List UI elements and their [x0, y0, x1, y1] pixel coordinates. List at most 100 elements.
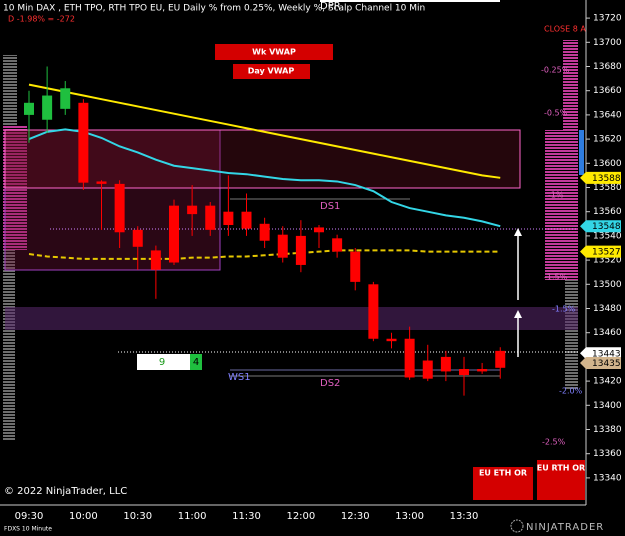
zone: [4, 129, 221, 271]
button[interactable]: [215, 44, 333, 60]
volume-profile: [565, 280, 578, 390]
y-tick-label: 13400: [593, 401, 622, 411]
candle-body: [241, 211, 252, 229]
indicator-line: [28, 83, 501, 179]
button-label[interactable]: EU ETH OR: [479, 469, 527, 478]
instrument: FDXS 10 Minute: [4, 526, 52, 533]
candle-body: [205, 205, 216, 230]
x-tick-label: 11:30: [232, 511, 261, 522]
candle-body: [277, 234, 288, 258]
level-label: WS1: [228, 372, 251, 383]
candle-body: [422, 360, 433, 379]
top-label: DPR: [320, 1, 341, 12]
subtitle: D -1.98% = -272: [8, 15, 75, 24]
candle-body: [60, 88, 71, 109]
volume-bar: [579, 130, 584, 175]
pct-label: -2.5%: [542, 438, 566, 447]
logo-icon: [510, 519, 524, 533]
candle-body: [495, 350, 506, 368]
top-bar: [320, 0, 500, 2]
button-label[interactable]: Day VWAP: [248, 67, 295, 76]
chart-title: 10 Min DAX , ETH TPO, RTH TPO EU, EU Dai…: [3, 4, 425, 14]
candle-body: [96, 181, 107, 184]
y-tick-label: 13340: [593, 473, 622, 483]
x-tick-label: 13:00: [395, 511, 424, 522]
pct-label: -1.5%: [552, 305, 576, 314]
y-tick-label: 13520: [593, 256, 622, 266]
x-tick-label: 13:30: [450, 511, 479, 522]
candle-body: [368, 284, 379, 339]
button-label[interactable]: Wk VWAP: [252, 48, 296, 57]
pct-label: -1.5%: [544, 273, 568, 282]
volume-profile: [545, 130, 578, 280]
candle-body: [187, 205, 198, 215]
y-tick-label: 13480: [593, 304, 622, 314]
price-marker-label: 13435: [592, 359, 621, 369]
y-tick-label: 13720: [593, 14, 622, 24]
y-tick-label: 13700: [593, 38, 622, 48]
price-marker: [580, 347, 621, 360]
candle-body: [440, 356, 451, 372]
y-tick-label: 13540: [593, 231, 622, 241]
pct-label: -0.25%: [541, 66, 570, 75]
y-tick-label: 13660: [593, 86, 622, 96]
y-tick-label: 13560: [593, 207, 622, 217]
candle-body: [350, 251, 361, 282]
close-label: CLOSE 8 A: [544, 25, 586, 34]
indicator-line: [28, 128, 501, 228]
arrow: [514, 310, 522, 318]
y-tick-label: 13500: [593, 280, 622, 290]
level-label: DS2: [320, 378, 340, 389]
candle-body: [332, 238, 343, 252]
pct-label: -2.0%: [559, 387, 583, 396]
price-marker-label: 13527: [592, 248, 621, 258]
y-tick-label: 13360: [593, 449, 622, 459]
price-marker: [580, 245, 621, 258]
button[interactable]: [473, 467, 533, 500]
volume-profile: [3, 250, 15, 440]
x-tick-label: 09:30: [15, 511, 44, 522]
level-label: DS1: [320, 201, 340, 212]
candle-body: [24, 102, 34, 115]
candle-body: [295, 235, 306, 265]
candle-body: [223, 211, 234, 226]
volume-profile: [3, 55, 17, 125]
price-marker-label: 13548: [592, 222, 621, 232]
candle-body: [169, 205, 179, 263]
x-tick-label: 10:30: [123, 511, 152, 522]
price-marker-label: 13588: [592, 174, 621, 184]
candle-body: [477, 369, 488, 372]
button[interactable]: [233, 64, 310, 79]
y-tick-label: 13420: [593, 377, 622, 387]
zone: [4, 129, 521, 189]
candle-body: [114, 183, 125, 233]
y-tick-label: 13600: [593, 159, 622, 169]
price-marker: [580, 356, 621, 369]
pct-label: -0.5%: [544, 109, 568, 118]
candle-body: [78, 102, 89, 183]
pct-label: -1%: [548, 191, 564, 200]
y-tick-label: 13620: [593, 135, 622, 145]
x-tick-label: 11:00: [178, 511, 207, 522]
y-tick-label: 13460: [593, 328, 622, 338]
candle-body: [150, 250, 161, 270]
price-marker-label: 13443: [592, 349, 621, 359]
candle-body: [404, 338, 415, 378]
zone: [5, 307, 578, 330]
price-marker: [580, 220, 621, 233]
counter-box: [190, 354, 202, 370]
counter-box: [137, 354, 195, 370]
button[interactable]: [537, 460, 585, 500]
x-tick-label: 10:00: [69, 511, 98, 522]
counter: 9: [159, 357, 165, 368]
y-tick-label: 13640: [593, 110, 622, 120]
counter: 4: [193, 357, 199, 368]
x-tick-label: 12:30: [341, 511, 370, 522]
arrow: [514, 228, 522, 236]
x-tick-label: 12:00: [286, 511, 315, 522]
y-tick-label: 13380: [593, 425, 622, 435]
button-label[interactable]: EU RTH OR: [537, 464, 585, 473]
y-tick-label: 13580: [593, 183, 622, 193]
copyright: © 2022 NinjaTrader, LLC: [4, 486, 127, 497]
